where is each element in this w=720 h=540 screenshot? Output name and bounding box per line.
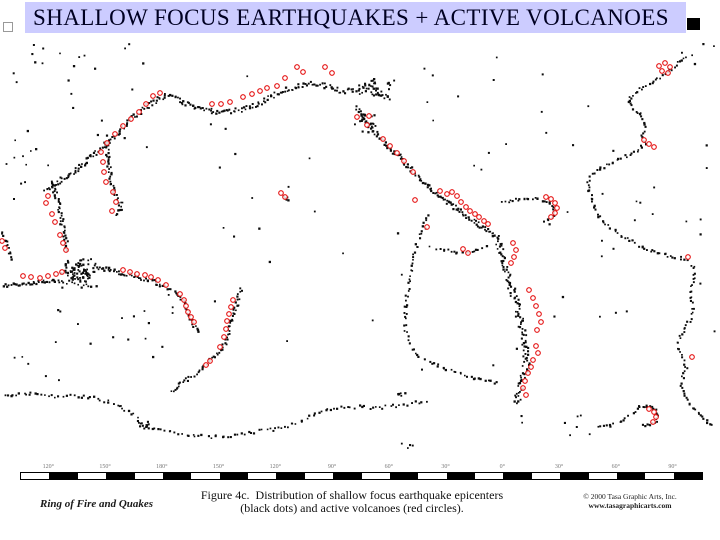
copyright-line: © 2000 Tasa Graphic Arts, Inc. bbox=[583, 492, 677, 501]
scalebar-segment bbox=[645, 473, 674, 479]
scalebar-segment bbox=[418, 473, 447, 479]
scalebar-label: 120° bbox=[42, 464, 55, 470]
scalebar-segment bbox=[446, 473, 475, 479]
scalebar-label: 150° bbox=[99, 464, 111, 470]
scalebar-segment bbox=[49, 473, 78, 479]
figure-caption: Figure 4c. Distribution of shallow focus… bbox=[170, 489, 534, 515]
scalebar-label: 120° bbox=[269, 464, 282, 470]
copyright-credit: © 2000 Tasa Graphic Arts, Inc. www.tasag… bbox=[560, 492, 700, 510]
scalebar-segment bbox=[616, 473, 646, 479]
scalebar-segment bbox=[248, 473, 277, 479]
scalebar-segment bbox=[389, 473, 419, 479]
scalebar-label: 60° bbox=[384, 464, 394, 470]
title-bar: SHALLOW FOCUS EARTHQUAKES + ACTIVE VOLCA… bbox=[25, 2, 686, 33]
figure-caption-line2: (black dots) and active volcanoes (red c… bbox=[240, 501, 464, 515]
scalebar-segment bbox=[162, 473, 192, 479]
scalebar-label: 150° bbox=[212, 464, 225, 470]
longitude-scale-bar bbox=[20, 472, 703, 480]
scalebar-label: 180° bbox=[156, 464, 168, 470]
scalebar-segment bbox=[106, 473, 135, 479]
scalebar-segment bbox=[77, 473, 107, 479]
scalebar-segment bbox=[588, 473, 617, 479]
scalebar-label: 30° bbox=[441, 464, 450, 470]
scalebar-segment bbox=[531, 473, 561, 479]
scalebar-segment bbox=[276, 473, 305, 479]
resize-handle-icon bbox=[687, 18, 700, 30]
earthquake-dots bbox=[1, 43, 716, 449]
scalebar-label: 90° bbox=[327, 464, 337, 470]
scalebar-label: 30° bbox=[554, 464, 564, 470]
scalebar-segment bbox=[304, 473, 334, 479]
scalebar-label: 0° bbox=[499, 464, 506, 470]
scalebar-segment bbox=[21, 473, 50, 479]
scalebar-segment bbox=[673, 473, 702, 479]
scalebar-segment bbox=[503, 473, 532, 479]
scalebar-segment bbox=[361, 473, 390, 479]
scalebar-segment bbox=[219, 473, 248, 479]
scalebar-segment bbox=[134, 473, 163, 479]
slide-title: SHALLOW FOCUS EARTHQUAKES + ACTIVE VOLCA… bbox=[33, 4, 669, 30]
website-line: www.tasagraphicarts.com bbox=[588, 501, 672, 510]
figure-source-label: Ring of Fire and Quakes bbox=[40, 498, 154, 510]
scalebar-label: 60° bbox=[611, 464, 621, 470]
scalebar-label: 90° bbox=[668, 464, 677, 470]
scalebar-segment bbox=[333, 473, 362, 479]
figure-caption-line1: Figure 4c. Distribution of shallow focus… bbox=[200, 488, 504, 502]
scalebar-segment bbox=[475, 473, 504, 479]
scalebar-segment bbox=[191, 473, 220, 479]
volcano-circles bbox=[0, 60, 695, 425]
scalebar-segment bbox=[560, 473, 589, 479]
placeholder-box-icon bbox=[3, 22, 13, 32]
scalebar-labels: 120° 150° 180° 150° 120° 90° 60° 30° 0° 30° 60° 90° bbox=[0, 464, 720, 472]
